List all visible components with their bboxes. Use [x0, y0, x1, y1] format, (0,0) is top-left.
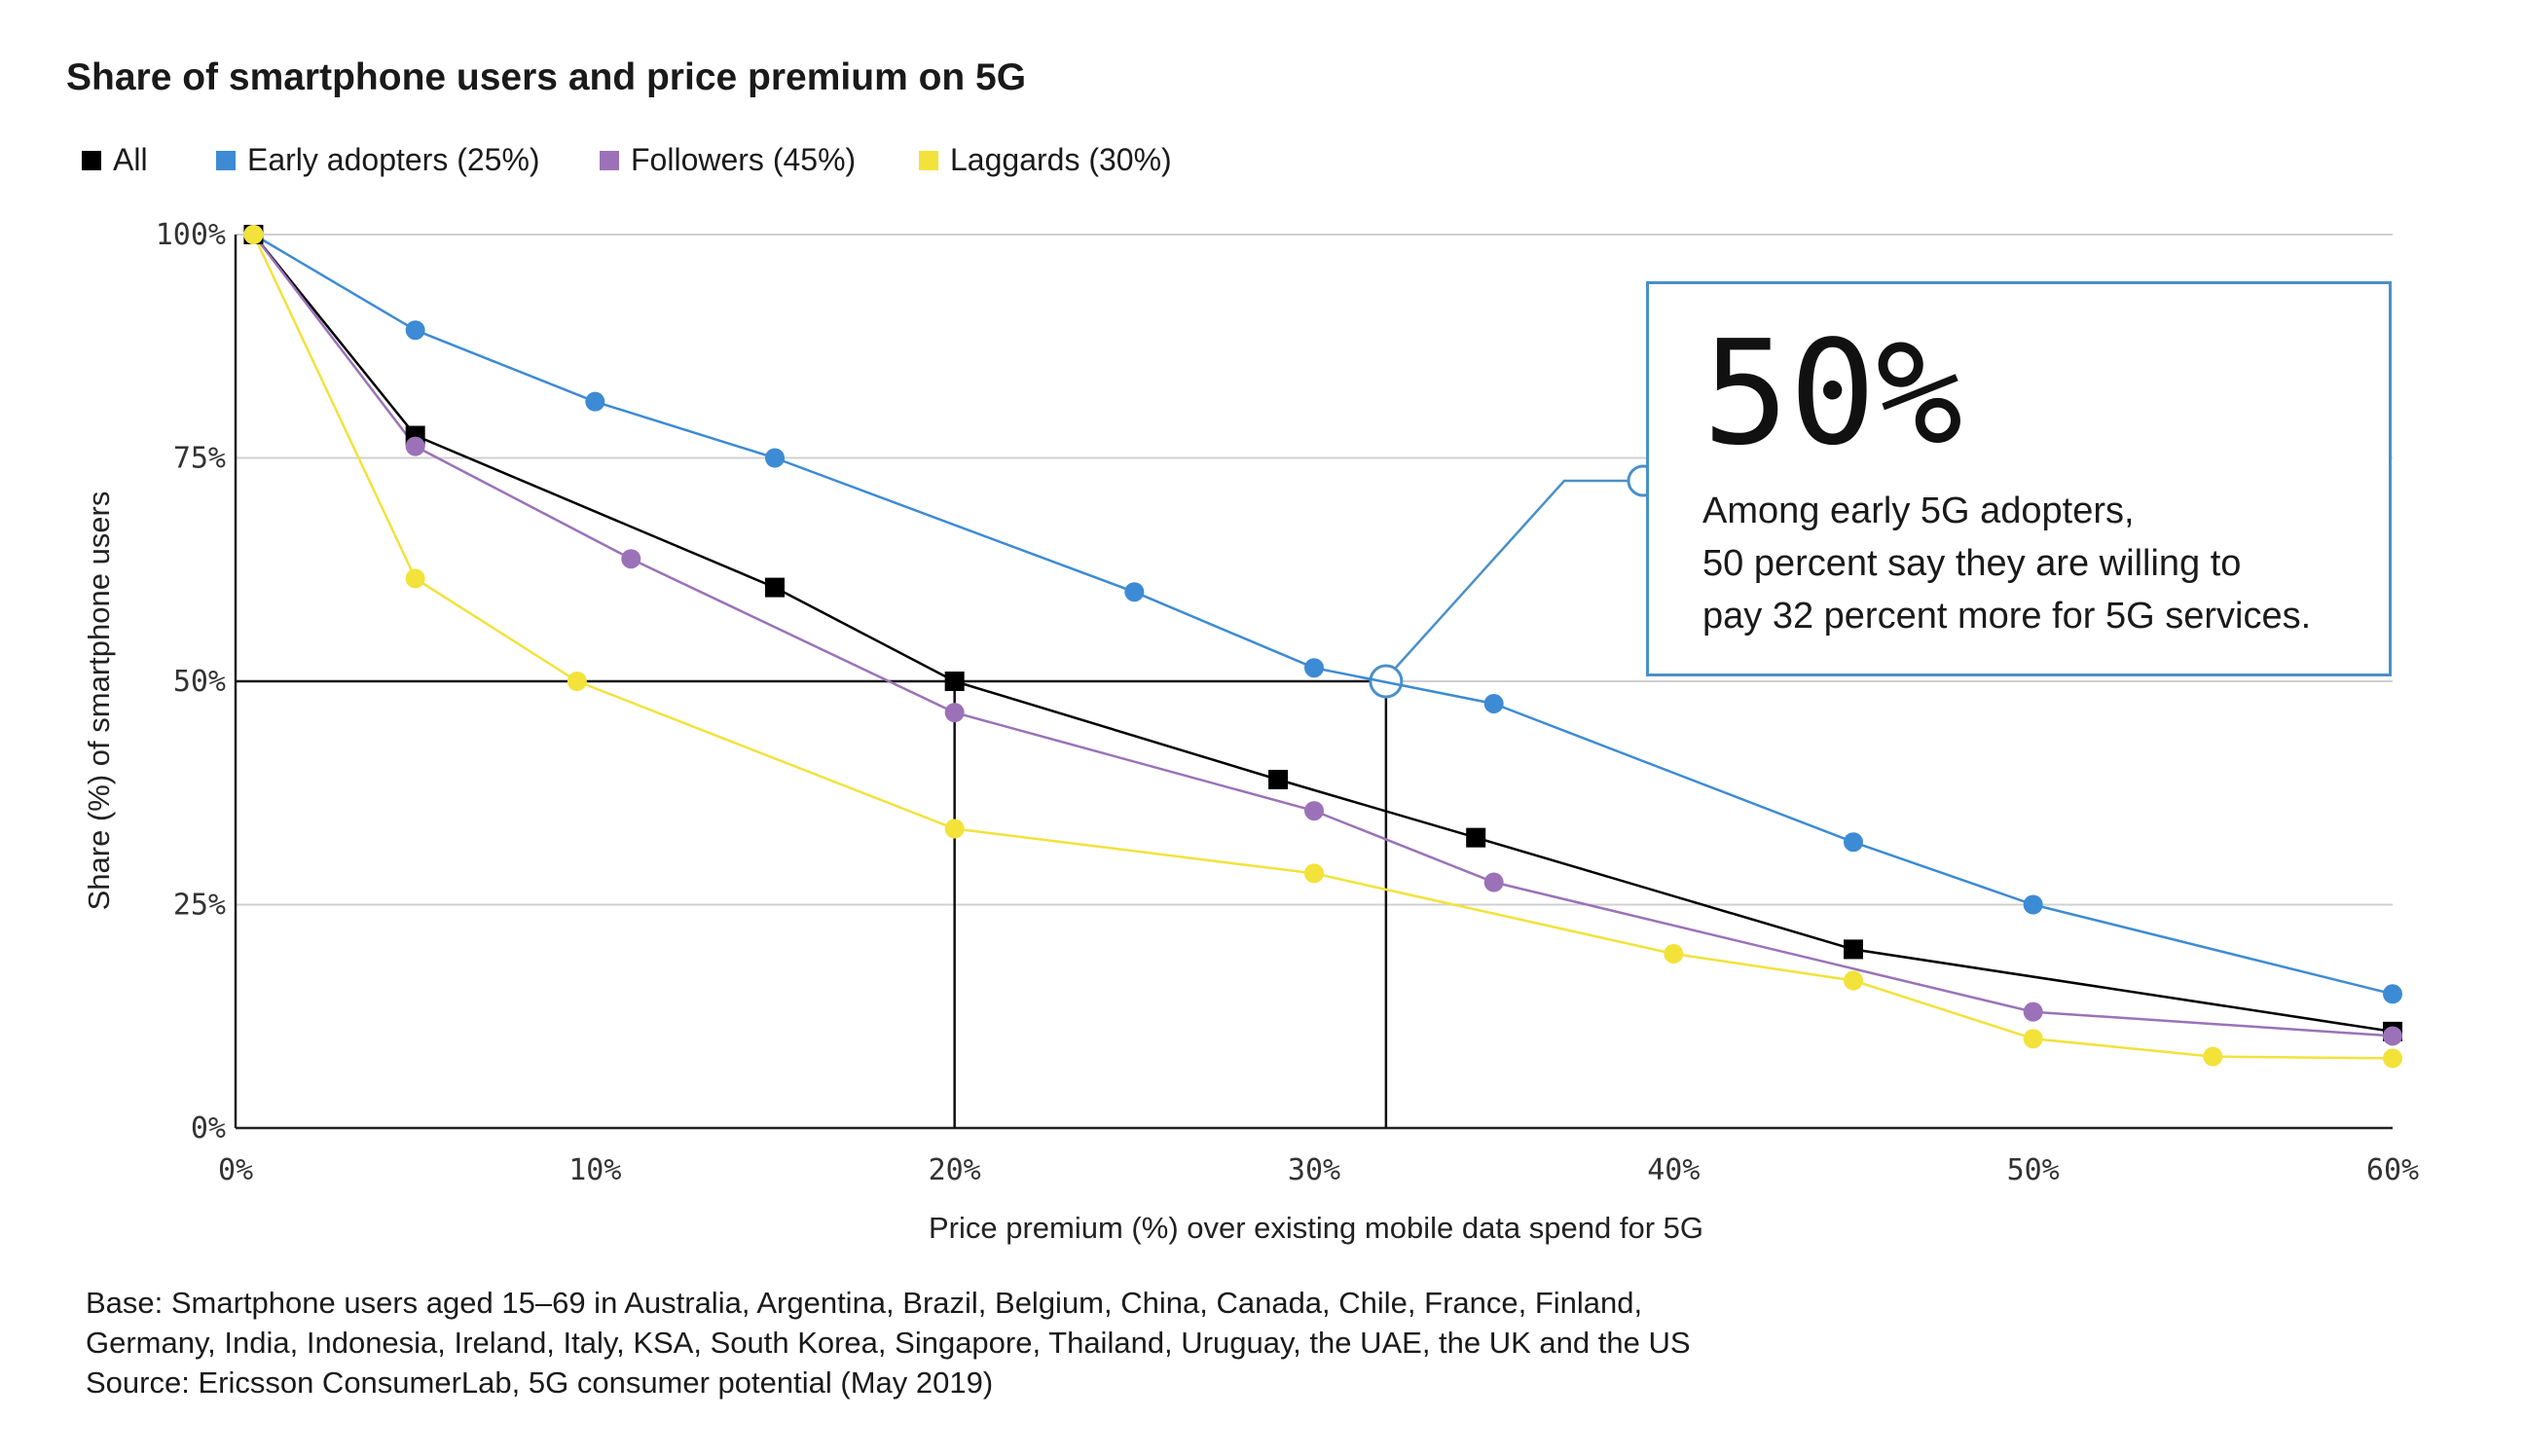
data-point-laggards: [1304, 863, 1324, 884]
legend-swatch-all: [82, 150, 101, 170]
footnote-base-line-2: Germany, India, Indonesia, Ireland, Ital…: [86, 1326, 1691, 1360]
callout-connector: [1394, 479, 1631, 669]
legend-label-laggards: Laggards (30%): [950, 142, 1172, 177]
legend-swatch-followers: [600, 150, 619, 170]
chart-plot: 0% 25% 50% 75% 100% 0% 10% 20% 30% 40% 50% 60% Pric…: [82, 218, 2419, 1245]
data-point-followers: [2383, 1026, 2402, 1046]
data-point-followers: [944, 703, 965, 723]
legend-item-laggards: Laggards (30%): [919, 142, 1172, 178]
legend-label-early-adopters: Early adopters (25%): [247, 142, 540, 177]
data-point-laggards: [944, 819, 965, 839]
data-point-followers: [1483, 872, 1504, 892]
data-point-early-adopters: [765, 448, 785, 468]
reference-lines: [236, 464, 1660, 1128]
data-point-all: [1466, 827, 1486, 848]
callout-value: 50%: [1702, 309, 1963, 477]
x-tick-label: 0%: [218, 1153, 253, 1187]
series-line-early-adopters: [252, 233, 2394, 996]
data-point-followers: [1304, 801, 1324, 821]
callout-box: 50% Among early 5G adopters, 50 percent …: [1646, 281, 2392, 676]
x-tick-label: 50%: [2007, 1153, 2060, 1187]
x-tick-label: 60%: [2366, 1153, 2419, 1187]
x-axis-title: Price premium (%) over existing mobile d…: [929, 1211, 1703, 1245]
data-point-early-adopters: [1483, 693, 1504, 713]
callout-line-3: pay 32 percent more for 5G services.: [1702, 596, 2312, 637]
data-point-all: [1844, 939, 1863, 960]
callout-line-2: 50 percent say they are willing to: [1702, 543, 2242, 584]
data-point-laggards: [2203, 1046, 2223, 1067]
series-line-all: [252, 234, 2394, 1034]
y-axis-title: Share (%) of smartphone users: [82, 491, 116, 911]
data-point-laggards: [2383, 1048, 2402, 1069]
data-point-all: [944, 672, 965, 691]
data-point-laggards: [405, 568, 425, 589]
y-tick-label: 0%: [191, 1111, 226, 1146]
legend-item-early-adopters: Early adopters (25%): [216, 142, 540, 178]
series-line-followers: [252, 234, 2394, 1037]
y-tick-label: 25%: [173, 889, 226, 923]
data-point-followers: [405, 436, 425, 456]
data-point-early-adopters: [2023, 894, 2043, 915]
series-line-laggards: [252, 234, 2394, 1060]
x-tick-label: 20%: [929, 1153, 981, 1187]
data-point-early-adopters: [585, 391, 605, 412]
data-point-laggards: [243, 225, 264, 244]
series-layer: [243, 225, 2402, 1069]
tick-layer: 0% 25% 50% 75% 100% 0% 10% 20% 30% 40% 50% 60%: [156, 218, 2419, 1187]
callout-line-1: Among early 5G adopters,: [1702, 491, 2135, 531]
legend-swatch-laggards: [919, 150, 938, 170]
data-point-early-adopters: [1304, 658, 1324, 678]
data-point-all: [1268, 769, 1289, 789]
footnote-base-line-1: Base: Smartphone users aged 15–69 in Aus…: [86, 1286, 1643, 1320]
legend-label-followers: Followers (45%): [631, 142, 857, 177]
y-tick-label: 75%: [173, 442, 226, 476]
data-point-early-adopters: [1844, 832, 1863, 853]
data-point-laggards: [567, 672, 587, 691]
data-point-early-adopters: [1124, 582, 1145, 602]
legend-item-followers: Followers (45%): [600, 142, 856, 178]
data-point-early-adopters: [2383, 984, 2402, 1004]
chart-title: Share of smartphone users and price prem…: [66, 56, 1027, 98]
x-tick-label: 30%: [1288, 1153, 1340, 1187]
data-point-all: [765, 577, 785, 598]
legend-label-all: All: [113, 142, 148, 177]
y-tick-label: 50%: [173, 665, 226, 699]
data-point-followers: [621, 549, 641, 569]
y-tick-label: 100%: [156, 218, 226, 252]
data-point-laggards: [1664, 943, 1684, 964]
legend-swatch-early-adopters: [216, 150, 236, 170]
legend-item-all: All: [82, 142, 148, 178]
data-point-laggards: [2023, 1029, 2043, 1049]
footnotes: Base: Smartphone users aged 15–69 in Aus…: [86, 1283, 1691, 1402]
callout-text: Among early 5G adopters, 50 percent say …: [1702, 485, 2374, 642]
data-point-laggards: [1844, 970, 1863, 991]
x-tick-label: 40%: [1647, 1153, 1700, 1187]
data-point-followers: [2023, 1001, 2043, 1022]
x-tick-label: 10%: [568, 1153, 621, 1187]
data-point-early-adopters: [405, 320, 425, 341]
footnote-source: Source: Ericsson ConsumerLab, 5G consume…: [86, 1365, 994, 1400]
